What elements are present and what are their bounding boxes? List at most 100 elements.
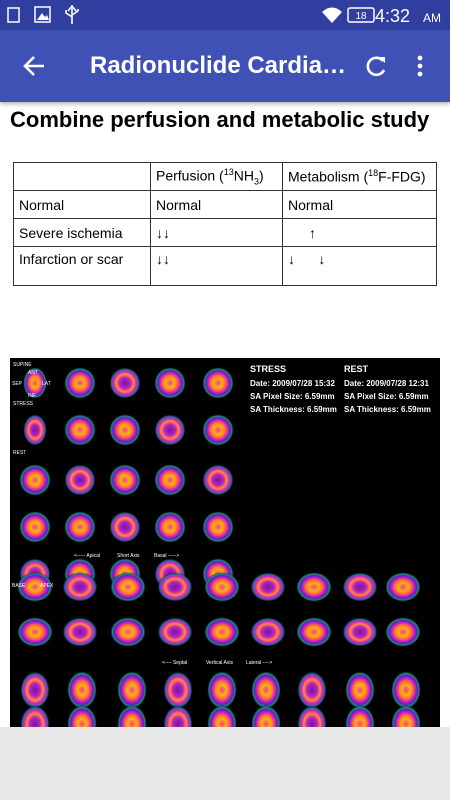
gallery-icon <box>34 6 51 23</box>
scan-blob <box>391 671 421 709</box>
scan-blob <box>110 617 146 647</box>
rest-pixel: SA Pixel Size: 6.59mm <box>344 392 429 401</box>
scan-blob <box>297 671 327 709</box>
side-sep: SEP <box>12 381 23 387</box>
scan-blob <box>250 572 286 602</box>
usb-icon <box>65 4 79 24</box>
back-button[interactable] <box>23 56 44 76</box>
scan-blob <box>109 414 141 446</box>
scan-blob <box>202 464 234 496</box>
side-supine: SUPINE <box>13 362 32 368</box>
scan-blob <box>154 367 186 399</box>
table-row: Severe ischemia ↓↓ ↑ <box>13 218 437 247</box>
table-cell: Severe ischemia <box>13 218 151 247</box>
more-button[interactable] <box>417 55 423 77</box>
scan-blob <box>250 617 286 647</box>
scan-blob <box>19 464 51 496</box>
scan-blob <box>296 617 332 647</box>
header-text: Perfusion ( <box>156 167 224 184</box>
side-inf: INF <box>28 393 36 399</box>
short-axis-right: Basal -----> <box>154 553 179 559</box>
rest-date: Date: 2009/07/28 12:31 <box>344 379 430 388</box>
scan-blob <box>20 671 50 709</box>
scan-image: STRESS Date: 2009/07/28 15:32 SA Pixel S… <box>10 358 440 727</box>
clock-suffix: AM <box>423 11 441 25</box>
table-cell: Normal <box>282 190 437 219</box>
vertical-axis-mid: Vertical Axis <box>206 660 233 666</box>
scan-blob <box>251 705 281 727</box>
header-text: NH <box>233 167 254 184</box>
app-bar: Radionuclide Cardia… <box>0 30 450 102</box>
scan-blob <box>385 617 421 647</box>
scan-blob <box>117 671 147 709</box>
clock: 4:32 <box>375 6 410 26</box>
side-lat: LAT <box>42 381 51 387</box>
table-row: Normal Normal Normal <box>13 190 437 219</box>
scan-blob <box>207 671 237 709</box>
header-sup: 13 <box>223 166 234 177</box>
wifi-icon <box>322 7 342 23</box>
scan-blob <box>62 572 98 602</box>
scan-blob <box>297 705 327 727</box>
scan-blob <box>154 414 186 446</box>
header-row: Perfusion (13NH3) Metabolism (18F-FDG) <box>13 162 437 191</box>
refresh-button[interactable] <box>366 56 386 77</box>
stress-date: Date: 2009/07/28 15:32 <box>250 379 336 388</box>
scan-blob <box>67 671 97 709</box>
scan-blob <box>202 511 234 543</box>
rest-thickness: SA Thickness: 6.59mm <box>344 405 431 414</box>
scan-blob <box>17 572 53 602</box>
table-cell: ↓↓ <box>150 218 283 247</box>
scan-blob <box>117 705 147 727</box>
side-apex: APEX <box>40 583 54 589</box>
scan-blob <box>17 617 53 647</box>
stress-pixel: SA Pixel Size: 6.59mm <box>250 392 335 401</box>
header-cell: Perfusion (13NH3) <box>150 162 283 191</box>
table-cell: Infarction or scar <box>13 246 151 286</box>
vertical-axis-right: Lateral ----> <box>246 660 272 666</box>
scan-blob <box>157 617 193 647</box>
scan-blob <box>64 414 96 446</box>
scan-blob <box>202 367 234 399</box>
scan-blob <box>64 367 96 399</box>
header-cell: Metabolism (18F-FDG) <box>282 162 437 191</box>
bottom-area <box>0 727 450 800</box>
scan-blob <box>110 572 146 602</box>
table-cell: ↓ ↓ <box>282 246 437 286</box>
side-ant: ANT <box>28 370 38 376</box>
scan-blob <box>251 671 281 709</box>
rest-label: REST <box>344 364 369 374</box>
stress-label: STRESS <box>250 364 286 374</box>
app-bar-icons <box>23 55 423 77</box>
scan-blob <box>157 572 193 602</box>
sim-icon <box>7 7 20 23</box>
header-text: Metabolism ( <box>288 168 369 185</box>
short-axis-mid: Short Axis <box>117 553 140 559</box>
side-stress: STRESS <box>13 401 34 407</box>
table-cell: Normal <box>150 190 283 219</box>
table-row: Infarction or scar ↓↓ ↓ ↓ <box>13 246 437 286</box>
side-rest: REST <box>13 450 26 456</box>
battery-level: 18 <box>355 11 367 22</box>
header-text: F-FDG) <box>378 168 426 185</box>
header-sub: 3 <box>253 176 259 187</box>
scan-blob <box>385 572 421 602</box>
side-base: BASE <box>12 583 26 589</box>
status-bar: 18 4:32 AM <box>0 0 450 30</box>
app-title: Radionuclide Cardia… <box>90 52 347 79</box>
scan-blob <box>64 464 96 496</box>
refresh-arrow <box>378 57 385 63</box>
status-icons: 18 4:32 AM <box>7 4 441 26</box>
scan-blob <box>23 414 47 446</box>
table-cell: ↑ <box>282 218 437 247</box>
scan-blob <box>23 367 47 399</box>
scan-blob <box>67 705 97 727</box>
header-sup: 18 <box>368 168 379 179</box>
scan-blob <box>204 572 240 602</box>
scan-blob <box>154 511 186 543</box>
stress-thickness: SA Thickness: 6.59mm <box>250 405 337 414</box>
scan-blob <box>207 705 237 727</box>
scan-blob <box>163 705 193 727</box>
battery-icon <box>347 7 375 23</box>
short-axis-left: <----- Apical <box>74 553 100 559</box>
